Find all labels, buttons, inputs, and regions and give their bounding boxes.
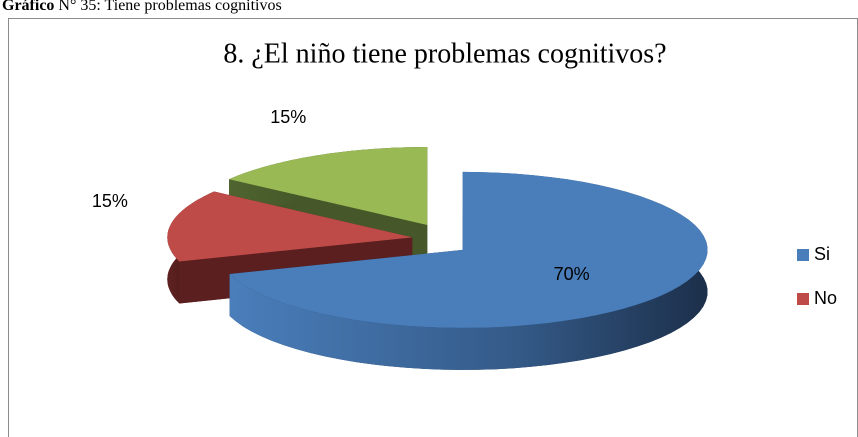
legend-label: Si [814,244,830,264]
data-label: 70% [554,264,590,284]
slice [229,171,708,370]
slice-top [229,171,708,328]
data-label: 15% [270,107,306,127]
legend-label: No [814,288,837,308]
legend-swatch [797,249,809,261]
data-label: 15% [92,191,128,211]
chart-frame [8,18,858,437]
labels: 70% 15% 15% Si No [92,107,837,308]
slice-top [229,147,428,226]
caption-text: N° 35: Tiene problemas cognitivos [54,0,281,14]
pie [167,147,708,370]
slice-top [167,191,413,262]
caption-label: Gráfico [2,0,54,14]
legend-swatch [797,293,809,305]
chart-title: 8. ¿El niño tiene problemas cognitivos? [223,38,666,69]
caption: Gráfico N° 35: Tiene problemas cognitivo… [2,0,282,14]
